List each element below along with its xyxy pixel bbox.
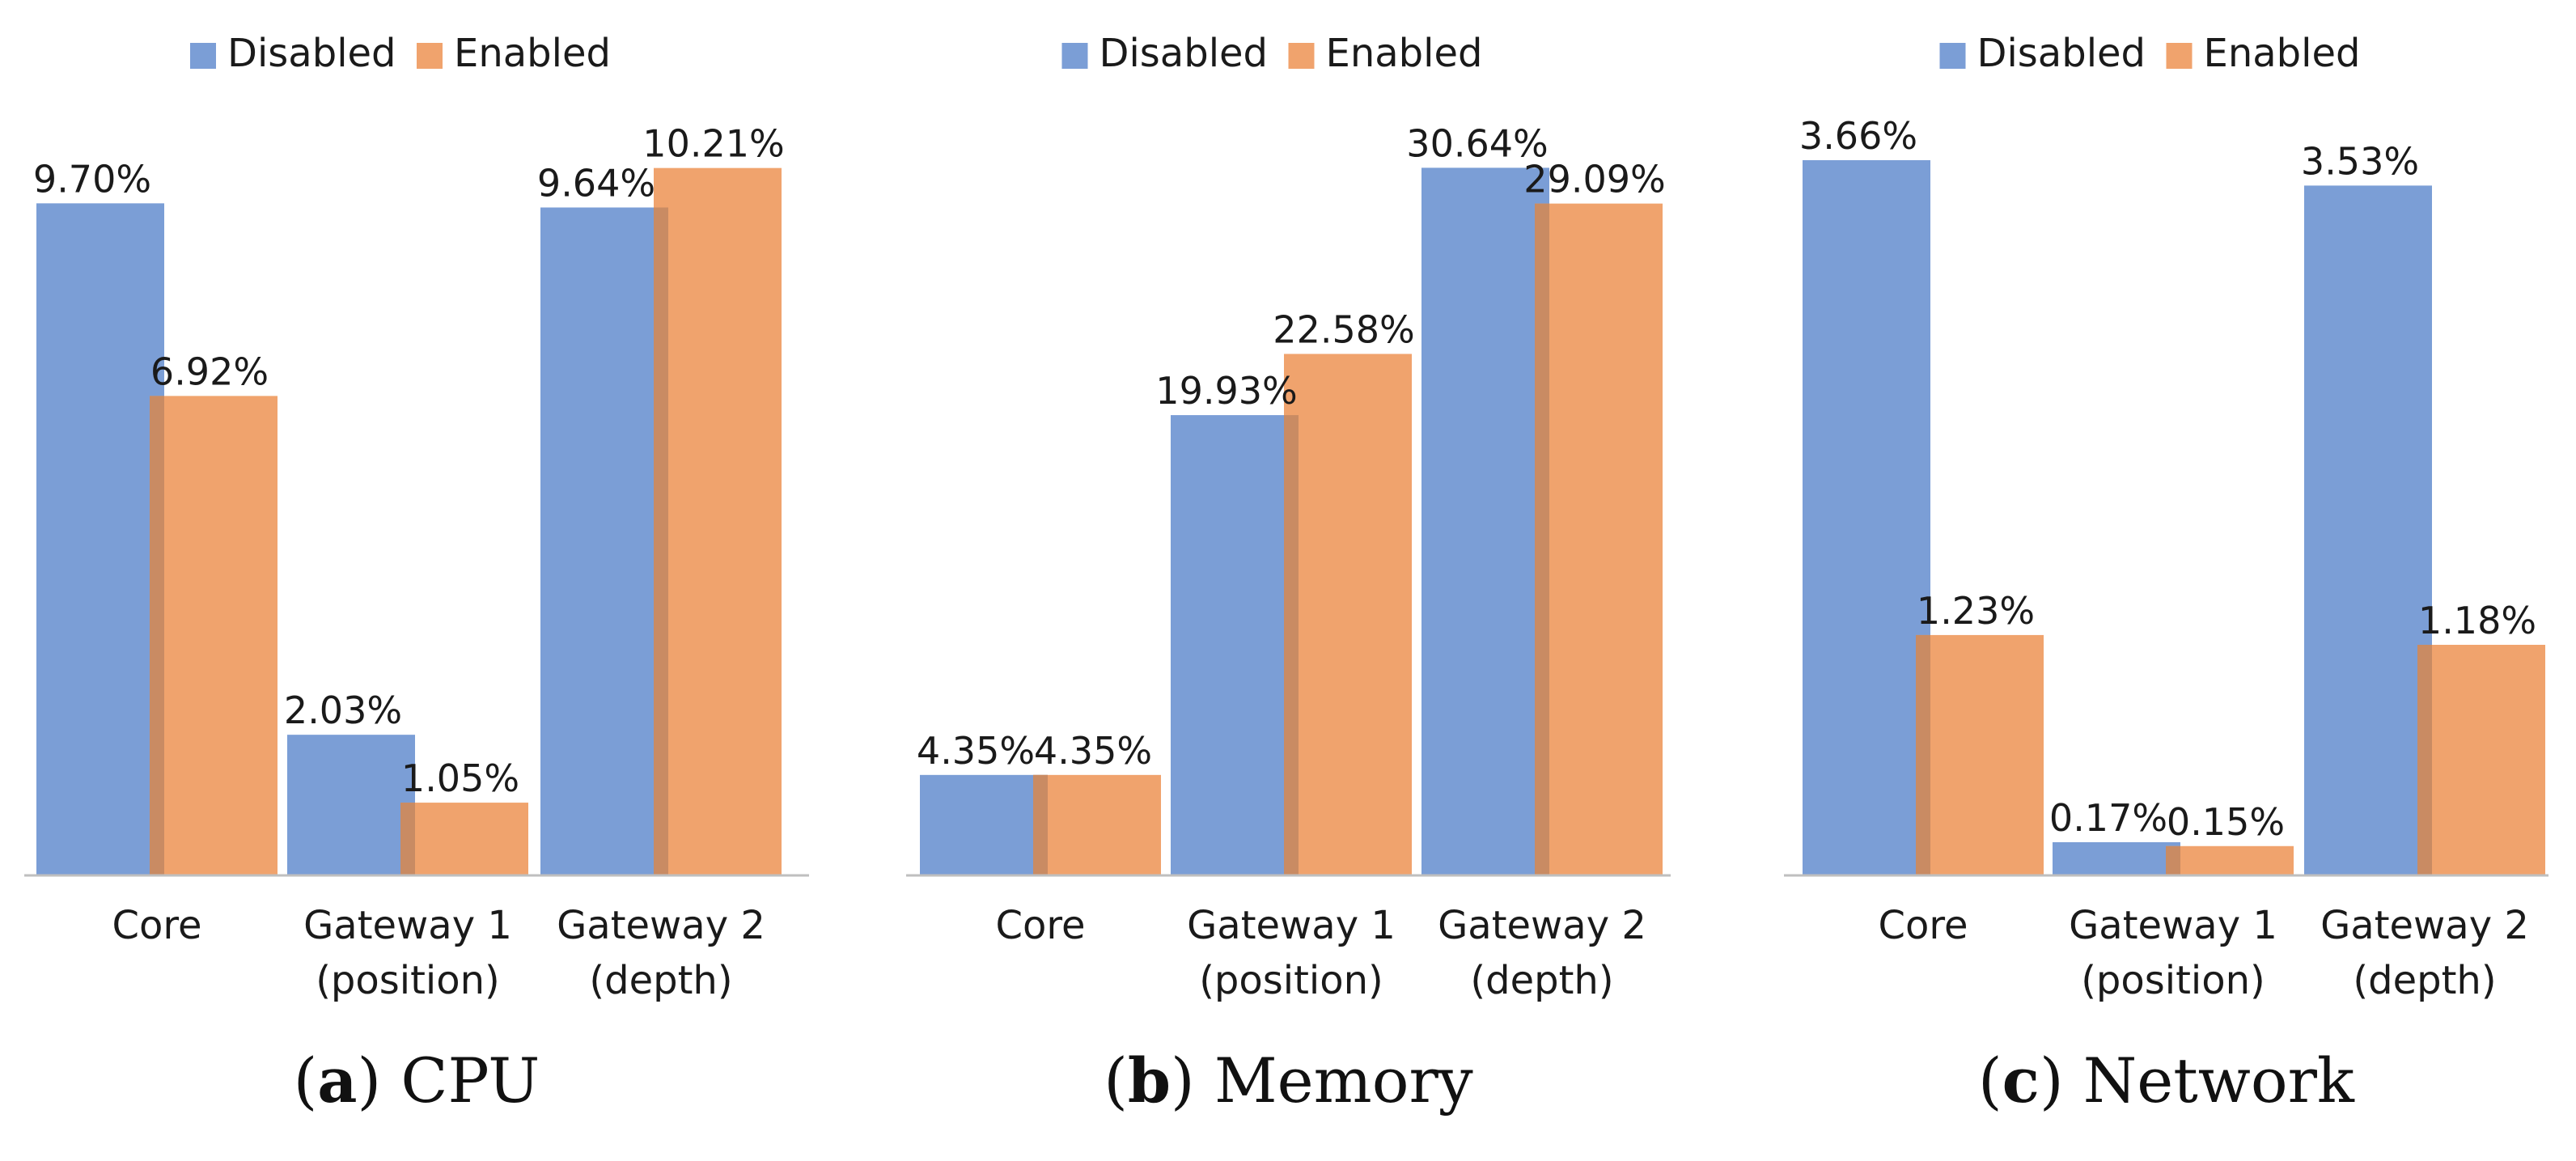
chart-panel-c: Disabled Enabled 3.66% 1.23% Core 0.17%0.15% G…	[1784, 31, 2548, 1117]
legend-label-enabled: Enabled	[454, 31, 611, 76]
bar-disabled-3	[540, 207, 668, 875]
panel-caption: (c) Network	[1978, 1044, 2355, 1117]
legend-swatch-disabled	[1061, 43, 1088, 69]
category-sublabel-3: (depth)	[2353, 958, 2496, 1003]
bar-overlap-2	[1284, 415, 1299, 875]
category-sublabel-2: (position)	[316, 958, 500, 1003]
value-label-disabled-2: 0.17%	[2049, 796, 2167, 840]
category-sublabel-3: (depth)	[589, 958, 732, 1003]
category-label-1: Core	[995, 903, 1085, 948]
bar-enabled-2	[1284, 354, 1412, 876]
bar-enabled-1	[150, 396, 278, 875]
value-label-disabled-2: 19.93%	[1155, 369, 1297, 413]
bar-overlap-3	[2417, 644, 2432, 875]
bar-disabled-3	[1421, 167, 1549, 875]
legend-label-enabled: Enabled	[1326, 31, 1483, 76]
chart-panel-b: Disabled Enabled 4.35%4.35% Core 19.93% 22.58…	[906, 31, 1671, 1117]
value-label-enabled-3: 29.09%	[1523, 158, 1665, 201]
bar-enabled-1	[1033, 774, 1161, 875]
bar-disabled-2	[1171, 415, 1299, 875]
bar-enabled-1	[1916, 634, 2044, 875]
category-sublabel-2: (position)	[2081, 958, 2265, 1003]
legend-swatch-disabled	[190, 43, 216, 69]
bar-disabled-1	[1803, 159, 1930, 875]
bar-enabled-3	[654, 167, 782, 876]
legend-swatch-enabled	[1288, 43, 1315, 69]
value-label-enabled-3: 10.21%	[642, 122, 784, 166]
panel-caption: (b) Memory	[1104, 1044, 1473, 1117]
bar-disabled-2	[287, 735, 415, 875]
value-label-disabled-3: 3.53%	[2301, 139, 2419, 183]
bar-overlap-1	[150, 396, 164, 875]
legend-label-disabled: Disabled	[1977, 31, 2146, 76]
bar-overlap-3	[1535, 203, 1549, 875]
panel-caption: (a) CPU	[294, 1044, 540, 1117]
bar-disabled-1	[920, 774, 1048, 875]
category-label-1: Core	[112, 903, 201, 948]
bar-enabled-3	[2417, 644, 2545, 875]
bar-enabled-3	[1535, 203, 1663, 875]
category-sublabel-3: (depth)	[1470, 958, 1613, 1003]
value-label-disabled-1: 3.66%	[1799, 114, 1917, 158]
legend-swatch-enabled	[417, 43, 443, 69]
legend-label-disabled: Disabled	[227, 31, 396, 76]
category-sublabel-2: (position)	[1199, 958, 1383, 1003]
category-label-1: Core	[1878, 903, 1968, 948]
bar-overlap-1	[1916, 634, 1930, 875]
value-label-enabled-3: 1.18%	[2418, 599, 2536, 642]
value-label-enabled-2: 22.58%	[1273, 307, 1414, 351]
category-label-2: Gateway 1	[303, 903, 512, 948]
chart-panel-a: Disabled Enabled 9.70% 6.92% Core 2.03% 1.05% G…	[24, 31, 809, 1117]
value-label-enabled-2: 1.05%	[401, 756, 519, 800]
value-label-enabled-1: 1.23%	[1917, 589, 2035, 633]
bar-overlap-1	[1033, 774, 1048, 875]
value-label-enabled-1: 6.92%	[150, 350, 269, 393]
category-label-3: Gateway 2	[1438, 903, 1646, 948]
value-label-enabled-2: 0.15%	[2167, 800, 2285, 844]
bar-enabled-2	[400, 803, 528, 875]
value-label-disabled-1: 9.70%	[33, 157, 151, 201]
legend-label-enabled: Enabled	[2204, 31, 2361, 76]
bar-enabled-2	[2166, 845, 2294, 875]
value-label-disabled-1: 4.35%	[917, 729, 1035, 773]
legend-swatch-disabled	[1939, 43, 1966, 69]
legend-label-disabled: Disabled	[1099, 31, 1269, 76]
value-label-disabled-3: 9.64%	[537, 161, 655, 205]
bar-disabled-1	[36, 203, 164, 875]
value-label-disabled-2: 2.03%	[284, 689, 402, 732]
category-label-3: Gateway 2	[557, 903, 765, 948]
bar-overlap-2	[2166, 845, 2180, 875]
bar-overlap-3	[654, 207, 668, 875]
category-label-2: Gateway 1	[2069, 903, 2277, 948]
bar-disabled-2	[2053, 841, 2180, 875]
legend-swatch-enabled	[2166, 43, 2193, 69]
category-label-3: Gateway 2	[2320, 903, 2529, 948]
value-label-enabled-1: 4.35%	[1034, 729, 1152, 773]
category-label-2: Gateway 1	[1187, 903, 1396, 948]
bar-disabled-3	[2304, 185, 2432, 875]
bar-overlap-2	[400, 803, 415, 875]
value-label-disabled-3: 30.64%	[1406, 121, 1548, 165]
